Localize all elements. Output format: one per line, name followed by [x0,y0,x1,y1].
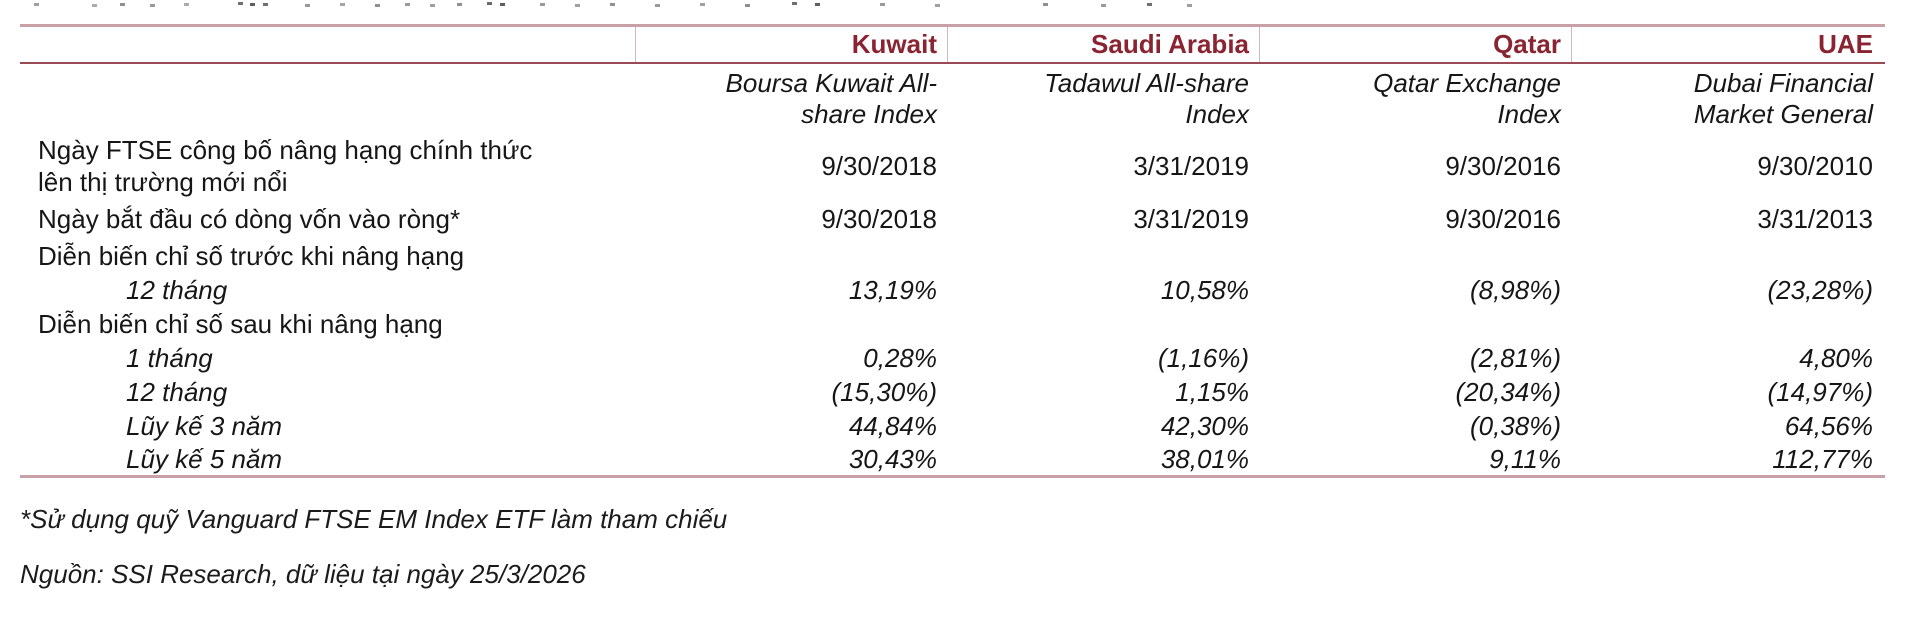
table-subheader-row: Boursa Kuwait All-share Index Tadawul Al… [20,64,1885,134]
cell-value: 30,43% [848,443,937,474]
clipped-text-fragments [0,1,5,4]
cell-value: (23,28%) [1767,274,1874,305]
cell-value: 0,28% [863,342,937,373]
row-label: Ngày bắt đầu có dòng vốn vào ròng* [38,203,461,234]
cell-value: (1,16%) [1157,342,1249,373]
column-header-uae: UAE [1571,27,1885,62]
cell-value: 4,80% [1799,342,1873,373]
table-row-1m-after: 1 tháng 0,28% (1,16%) (2,81%) 4,80% [20,341,1885,375]
cell-value: 38,01% [1160,443,1249,474]
source-note: Nguồn: SSI Research, dữ liệu tại ngày 25… [20,559,586,589]
row-label: 1 tháng [126,342,213,373]
cell-value: 112,77% [1772,443,1873,474]
cell-value: 9/30/2016 [1445,150,1561,181]
table-row-announce-date: Ngày FTSE công bố nâng hạng chính thức l… [20,134,1885,198]
cell-value: 3/31/2013 [1757,203,1873,234]
row-label: Lũy kế 5 năm [126,443,283,474]
cell-value: 1,15% [1175,376,1249,407]
cell-value: (14,97%) [1767,376,1874,407]
table-row-inflow-date: Ngày bắt đầu có dòng vốn vào ròng* 9/30/… [20,198,1885,240]
cell-value: 3/31/2019 [1133,150,1249,181]
cell-value: (0,38%) [1469,410,1561,441]
column-header-qatar: Qatar [1259,27,1571,62]
table-row-5y-cumulative: Lũy kế 5 năm 30,43% 38,01% 9,11% 112,77% [20,443,1885,475]
table-row-12m-before: 12 tháng 13,19% 10,58% (8,98%) (23,28%) [20,273,1885,307]
cell-value: (15,30%) [831,376,938,407]
cell-value: 64,56% [1784,410,1873,441]
row-label: 12 tháng [126,274,228,305]
row-label: Lũy kế 3 năm [126,410,283,441]
cell-value: 42,30% [1160,410,1249,441]
column-header-kuwait: Kuwait [635,27,947,62]
row-label: Ngày FTSE công bố nâng hạng chính thức l… [38,135,533,197]
index-name-kuwait: Boursa Kuwait All-share Index [725,68,937,129]
row-label: 12 tháng [126,376,228,407]
cell-value: 9/30/2018 [821,150,937,181]
table-section-after-upgrade: Diễn biến chỉ số sau khi nâng hạng [20,307,1885,341]
table-row-12m-after: 12 tháng (15,30%) 1,15% (20,34%) (14,97%… [20,375,1885,409]
section-label: Diễn biến chỉ số trước khi nâng hạng [38,241,465,271]
cell-value: 9/30/2016 [1445,203,1561,234]
cell-value: (8,98%) [1469,274,1561,305]
index-name-qatar: Qatar Exchange Index [1373,68,1561,129]
cell-value: 13,19% [848,274,937,305]
cell-value: 44,84% [848,410,937,441]
column-header-saudi-arabia: Saudi Arabia [947,27,1259,62]
index-name-uae: Dubai Financial Market General [1693,68,1873,129]
cell-value: 9/30/2010 [1757,150,1873,181]
cell-value: 9/30/2018 [821,203,937,234]
cell-value: (20,34%) [1455,376,1562,407]
cell-value: 10,58% [1160,274,1249,305]
cell-value: 3/31/2019 [1133,203,1249,234]
table-header-row: Kuwait Saudi Arabia Qatar UAE [20,27,1885,64]
index-upgrade-table: Kuwait Saudi Arabia Qatar UAE Boursa Kuw… [20,24,1885,478]
table-section-before-upgrade: Diễn biến chỉ số trước khi nâng hạng [20,240,1885,273]
index-name-saudi-arabia: Tadawul All-share Index [1044,68,1249,129]
section-label: Diễn biến chỉ số sau khi nâng hạng [38,308,443,339]
cell-value: (2,81%) [1469,342,1561,373]
footnote: *Sử dụng quỹ Vanguard FTSE EM Index ETF … [20,504,728,534]
cell-value: 9,11% [1489,443,1561,474]
table-row-3y-cumulative: Lũy kế 3 năm 44,84% 42,30% (0,38%) 64,56… [20,409,1885,443]
